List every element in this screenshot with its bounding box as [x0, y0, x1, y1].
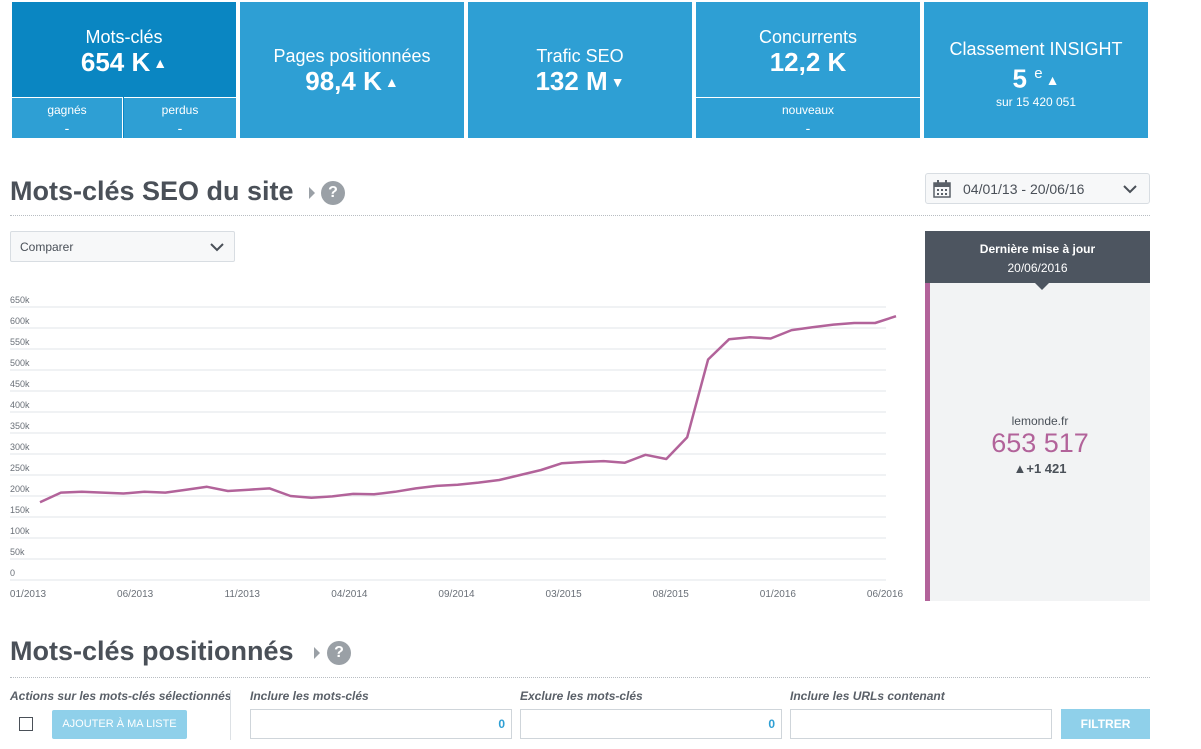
panel-header: Dernière mise à jour 20/06/2016: [925, 231, 1150, 283]
filter-separator: [230, 690, 231, 740]
x-tick-label: 06/2016: [867, 589, 904, 600]
date-range-value: 04/01/13 - 20/06/16: [963, 181, 1085, 197]
pages-tile-value: 98,4 K ▲: [305, 66, 399, 96]
panel-value: 653 517: [991, 428, 1089, 458]
keywords-tile[interactable]: Mots-clés 654 K ▲ gagnés - perdus -: [12, 2, 236, 138]
panel-delta: ▲+1 421: [1013, 461, 1067, 476]
x-tick-label: 11/2013: [225, 589, 261, 600]
exclude-count: 0: [768, 717, 775, 731]
ranking-tile[interactable]: Classement INSIGHT 5 e ▲ sur 15 420 051: [924, 2, 1148, 138]
pages-tile[interactable]: Pages positionnées 98,4 K ▲: [240, 2, 464, 138]
ranking-suffix: e: [1034, 65, 1043, 82]
select-all-checkbox[interactable]: [19, 717, 33, 731]
traffic-tile-value: 132 M ▼: [535, 66, 625, 96]
trend-up-icon: ▲: [153, 55, 168, 71]
exclude-keywords-input[interactable]: 0: [520, 709, 782, 739]
include-urls-input[interactable]: [790, 709, 1052, 739]
x-tick-label: 01/2013: [10, 589, 47, 600]
lost-value: -: [177, 120, 183, 136]
last-update-panel: Dernière mise à jour 20/06/2016 lemonde.…: [925, 231, 1150, 601]
calendar-icon: [933, 180, 951, 198]
include-count: 0: [498, 717, 505, 731]
keywords-lost-cell[interactable]: perdus -: [124, 97, 236, 138]
chevron-down-icon: [210, 243, 224, 252]
won-value: -: [64, 120, 70, 136]
competitors-new-cell[interactable]: nouveaux -: [696, 97, 920, 138]
y-tick-label: 550k: [10, 337, 30, 347]
help-icon[interactable]: ?: [327, 641, 351, 665]
include-urls-label: Inclure les URLs contenant: [790, 689, 945, 703]
competitors-tile[interactable]: Concurrents 12,2 K nouveaux -: [696, 2, 920, 138]
include-keywords-label: Inclure les mots-clés: [250, 689, 369, 703]
y-tick-label: 500k: [10, 358, 30, 368]
help-icon[interactable]: ?: [321, 181, 345, 205]
won-label: gagnés: [47, 103, 87, 117]
new-value: -: [805, 120, 811, 136]
keywords-won-cell[interactable]: gagnés -: [12, 97, 123, 138]
keywords-line-chart: 0 50k 100k 150k 200k 250k 300k 350k 400k 450k 500k…: [10, 295, 904, 600]
y-tick-label: 600k: [10, 316, 30, 326]
chevron-down-icon: [1123, 185, 1137, 194]
y-tick-label: 100k: [10, 526, 30, 536]
y-tick-label: 200k: [10, 484, 30, 494]
date-range-picker[interactable]: 04/01/13 - 20/06/16: [925, 173, 1150, 204]
keywords-tile-label: Mots-clés: [85, 27, 163, 47]
panel-notch: [1035, 283, 1049, 290]
add-to-list-button[interactable]: AJOUTER À MA LISTE: [52, 710, 187, 739]
y-tick-label: 150k: [10, 505, 30, 515]
x-tick-label: 04/2014: [331, 589, 368, 600]
trend-down-icon: ▼: [610, 74, 625, 90]
panel-date: 20/06/2016: [1007, 261, 1068, 275]
panel-title: Dernière mise à jour: [979, 242, 1096, 256]
keywords-tile-value: 654 K ▲: [80, 47, 168, 77]
exclude-keywords-label: Exclure les mots-clés: [520, 689, 643, 703]
lost-label: perdus: [161, 103, 199, 117]
competitors-tile-value: 12,2 K: [769, 47, 847, 77]
x-tick-label: 03/2015: [546, 589, 583, 600]
traffic-tile-label: Trafic SEO: [536, 46, 624, 66]
include-keywords-input[interactable]: 0: [250, 709, 512, 739]
section-title-positioned-keywords: Mots-clés positionnés: [10, 636, 294, 666]
section-divider: [10, 215, 1150, 216]
y-tick-label: 300k: [10, 442, 30, 452]
x-tick-label: 08/2015: [653, 589, 690, 600]
y-tick-label: 400k: [10, 400, 30, 410]
y-tick-label: 350k: [10, 421, 30, 431]
y-tick-label: 0: [10, 568, 15, 578]
series-line: [39, 315, 897, 504]
panel-site: lemonde.fr: [1011, 414, 1069, 428]
new-label: nouveaux: [781, 103, 835, 117]
compare-label: Comparer: [20, 240, 74, 254]
x-tick-label: 09/2014: [438, 589, 475, 600]
trend-up-icon: ▲: [1045, 71, 1060, 88]
ranking-tile-value: 5 e ▲: [1012, 63, 1060, 94]
filter-button[interactable]: FILTRER: [1061, 709, 1150, 739]
caret-right-icon[interactable]: [309, 187, 315, 199]
ranking-tile-sub: sur 15 420 051: [995, 94, 1077, 109]
section-divider: [10, 677, 1150, 678]
actions-label: Actions sur les mots-clés sélectionnés: [10, 689, 232, 703]
y-tick-label: 50k: [10, 547, 25, 557]
pages-tile-label: Pages positionnées: [273, 46, 431, 66]
x-tick-label: 06/2013: [117, 589, 154, 600]
competitors-tile-label: Concurrents: [758, 27, 858, 47]
ranking-tile-label: Classement INSIGHT: [949, 39, 1123, 59]
trend-up-icon: ▲: [384, 74, 399, 90]
caret-right-icon[interactable]: [314, 647, 320, 659]
traffic-tile[interactable]: Trafic SEO 132 M ▼: [468, 2, 692, 138]
series-color-bar: [925, 283, 930, 601]
compare-select[interactable]: Comparer: [10, 231, 235, 262]
y-tick-label: 650k: [10, 295, 30, 305]
y-tick-label: 450k: [10, 379, 30, 389]
section-title-seo-keywords: Mots-clés SEO du site: [10, 176, 294, 206]
x-tick-label: 01/2016: [760, 589, 797, 600]
y-tick-label: 250k: [10, 463, 30, 473]
